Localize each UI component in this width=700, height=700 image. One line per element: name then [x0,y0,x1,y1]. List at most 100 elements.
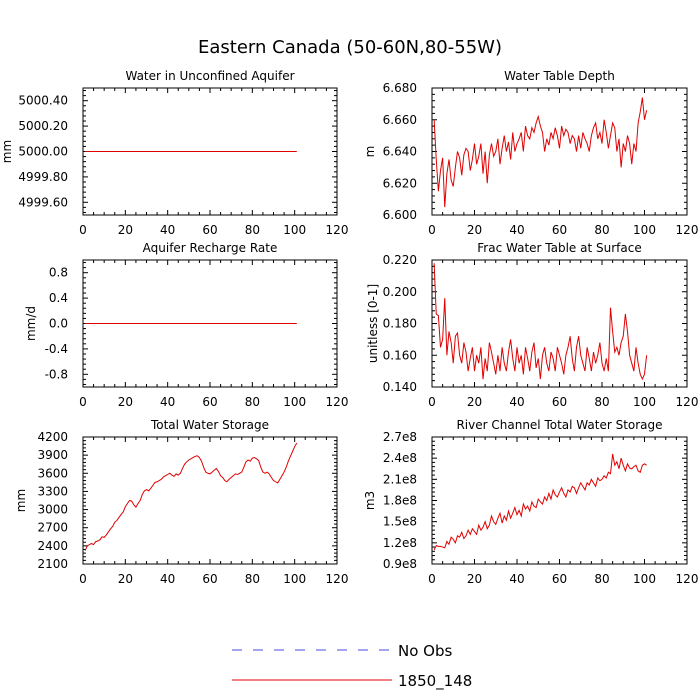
y-tick-label: 3600 [37,466,68,480]
y-tick-label: 0.160 [383,348,417,362]
legend-label-no-obs: No Obs [398,642,452,660]
panel-title: Water Table Depth [504,69,615,83]
y-axis-label: mm/d [24,306,38,341]
y-tick-label: 2.7e8 [383,430,417,444]
y-tick-label: 5000.00 [18,145,68,159]
x-tick-label: 60 [552,572,567,586]
panel-title: Total Water Storage [150,418,269,432]
y-axis-label: m [363,146,377,158]
x-tick-label: 80 [594,572,609,586]
y-tick-label: 6.620 [383,176,417,190]
x-tick-label: 120 [676,395,699,409]
y-tick-label: 2.1e8 [383,472,417,486]
x-tick-label: 60 [202,572,217,586]
y-tick-label: 3900 [37,448,68,462]
y-tick-label: -0.4 [45,342,68,356]
x-tick-label: 80 [245,223,260,237]
panel-2: Water Table Depth m 0 20 40 60 80 100 120 6.600 6.… [363,69,698,237]
x-tick-label: 20 [467,572,482,586]
x-tick-label: 100 [283,223,306,237]
panel-title: River Channel Total Water Storage [456,418,662,432]
x-tick-label: 80 [594,223,609,237]
panel-title: Aquifer Recharge Rate [143,241,278,255]
x-tick-label: 100 [633,395,656,409]
y-tick-label: 4200 [37,430,68,444]
x-tick-label: 0 [79,223,87,237]
x-tick-label: 120 [326,223,349,237]
y-tick-label: -0.8 [45,367,68,381]
y-tick-label: 1.5e8 [383,515,417,529]
y-tick-label: 1.8e8 [383,494,417,508]
series-line-1850_148 [433,453,647,551]
panel-title: Water in Unconfined Aquifer [125,69,294,83]
y-tick-label: 3000 [37,503,68,517]
x-tick-label: 40 [509,572,524,586]
series-line-1850_148 [84,442,298,551]
y-tick-label: 0.220 [383,253,417,267]
y-axis-label: mm [14,489,28,512]
y-tick-label: 0.140 [383,380,417,394]
x-tick-label: 60 [202,223,217,237]
x-tick-label: 40 [160,395,175,409]
plot-frame [82,436,338,565]
y-tick-label: 4999.60 [18,195,68,209]
y-tick-label: 2700 [37,521,68,535]
y-tick-label: 6.680 [383,81,417,95]
x-tick-label: 40 [509,223,524,237]
panel-5: Total Water Storage mm 0 20 40 60 80 100 120 2100… [14,418,348,586]
panel-1: Water in Unconfined Aquifer mm 0 20 40 60 80 10… [0,69,348,237]
y-tick-label: 0.180 [383,317,417,331]
y-tick-label: 0.8 [49,266,68,280]
x-tick-label: 20 [467,395,482,409]
x-tick-label: 20 [118,223,133,237]
x-tick-label: 60 [552,395,567,409]
y-tick-label: 5000.20 [18,119,68,133]
plot-frame [431,259,688,388]
y-axis-label: m3 [363,491,377,510]
x-tick-label: 80 [245,395,260,409]
main-title: Eastern Canada (50-60N,80-55W) [198,37,502,58]
x-tick-label: 0 [79,572,87,586]
y-tick-label: 0.9e8 [383,557,417,571]
x-tick-label: 0 [428,395,436,409]
y-tick-label: 3300 [37,484,68,498]
x-tick-label: 120 [326,395,349,409]
y-tick-label: 1.2e8 [383,536,417,550]
y-tick-label: 0.4 [49,291,68,305]
x-tick-label: 40 [509,395,524,409]
x-tick-label: 100 [633,223,656,237]
x-tick-label: 20 [467,223,482,237]
x-tick-label: 40 [160,572,175,586]
y-tick-label: 5000.40 [18,94,68,108]
x-tick-label: 60 [202,395,217,409]
y-tick-label: 0.0 [49,317,68,331]
x-tick-label: 0 [428,223,436,237]
panels-container: Water in Unconfined Aquifer mm 0 20 40 60 80 10… [0,69,698,586]
y-axis-label: mm [0,140,14,163]
x-tick-label: 120 [676,223,699,237]
y-tick-label: 6.640 [383,145,417,159]
y-tick-label: 4999.80 [18,170,68,184]
x-tick-label: 120 [676,572,699,586]
plot-frame [431,436,688,565]
panel-6: River Channel Total Water Storage m3 0 20 40… [363,418,698,586]
x-tick-label: 0 [428,572,436,586]
x-tick-label: 100 [283,395,306,409]
plot-frame [431,87,688,216]
y-tick-label: 6.600 [383,208,417,222]
x-tick-label: 60 [552,223,567,237]
legend-label-1850-148: 1850_148 [398,672,472,691]
panel-3: Aquifer Recharge Rate mm/d 0 20 40 60 80 100 120… [24,241,348,409]
panel-title: Frac Water Table at Surface [477,241,641,255]
y-axis-label: unitless [0-1] [366,284,380,363]
y-tick-label: 2100 [37,557,68,571]
y-tick-label: 0.200 [383,285,417,299]
legend: No Obs 1850_148 [232,642,472,691]
series-line-1850_148 [433,263,648,381]
series-line-1850_148 [433,97,648,208]
x-tick-label: 80 [245,572,260,586]
y-tick-label: 2.4e8 [383,451,417,465]
x-tick-label: 40 [160,223,175,237]
x-tick-label: 100 [633,572,656,586]
